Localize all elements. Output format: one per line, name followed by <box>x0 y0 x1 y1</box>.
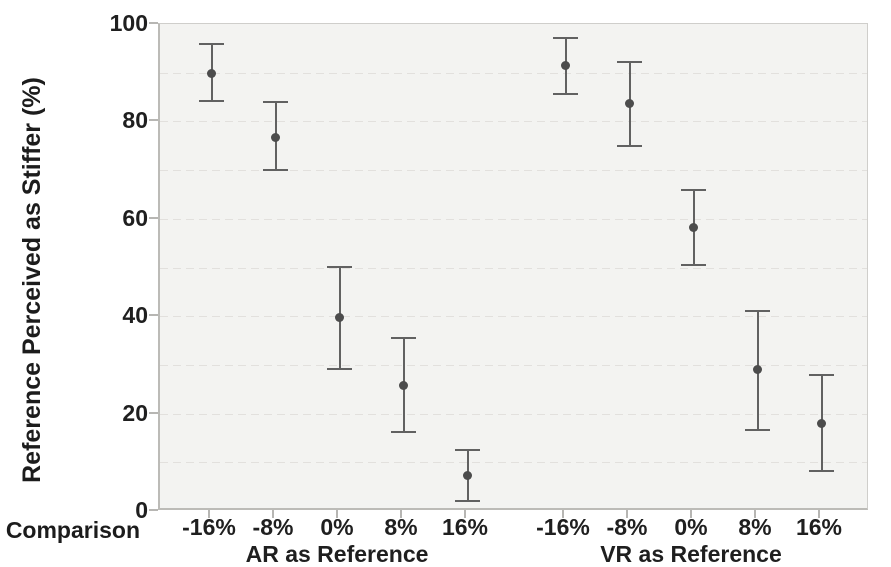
y-axis-tick-60 <box>149 217 158 219</box>
x-axis-tick-AR--8% <box>272 510 274 518</box>
mean-marker <box>399 381 408 390</box>
mean-marker <box>561 61 570 70</box>
ci-lower-cap <box>809 470 834 472</box>
errorbar-AR-8% <box>391 337 416 433</box>
gridline-70 <box>160 170 867 171</box>
x-axis-tick-AR--16% <box>208 510 210 518</box>
gridline-80 <box>160 121 867 122</box>
gridline-10 <box>160 462 867 463</box>
y-axis-tick-label-20: 20 <box>122 400 148 426</box>
x-tick-label-VR-8%: 8% <box>738 514 772 540</box>
ci-upper-cap <box>809 374 834 376</box>
x-axis-row-label: Comparison <box>5 517 140 543</box>
ci-lower-cap <box>455 500 480 502</box>
ci-lower-cap <box>199 100 224 102</box>
ci-lower-cap <box>263 169 288 171</box>
x-axis-tick-VR--16% <box>562 510 564 518</box>
x-axis-tick-VR-8% <box>754 510 756 518</box>
y-axis-tick-label-0: 0 <box>135 497 148 523</box>
x-tick-label-VR--16%: -16% <box>536 514 590 540</box>
y-axis-tick-40 <box>149 314 158 316</box>
gridline-40 <box>160 316 867 317</box>
x-axis-tick-VR--8% <box>626 510 628 518</box>
x-axis-tick-VR-0% <box>690 510 692 518</box>
mean-marker <box>463 471 472 480</box>
mean-marker <box>625 99 634 108</box>
x-axis-tick-VR-16% <box>818 510 820 518</box>
y-axis-title: Reference Perceived as Stiffer (%) <box>18 77 46 483</box>
ci-upper-cap <box>199 43 224 45</box>
ci-upper-cap <box>327 266 352 268</box>
x-axis-tick-AR-0% <box>336 510 338 518</box>
errorbar-VR--16% <box>553 37 578 95</box>
ci-lower-cap <box>553 93 578 95</box>
ci-lower-cap <box>617 145 642 147</box>
errorbar-VR-0% <box>681 189 706 266</box>
gridline-50 <box>160 268 867 269</box>
errorbar-AR-0% <box>327 266 352 370</box>
errorbar-VR--8% <box>617 61 642 147</box>
x-axis-tick-AR-8% <box>400 510 402 518</box>
ci-lower-cap <box>391 431 416 433</box>
mean-marker <box>335 313 344 322</box>
gridline-90 <box>160 73 867 74</box>
y-axis-tick-label-100: 100 <box>109 10 148 36</box>
x-tick-label-AR-0%: 0% <box>320 514 354 540</box>
ci-upper-cap <box>455 449 480 451</box>
errorbar-VR-16% <box>809 374 834 472</box>
errorbar-AR-16% <box>455 449 480 502</box>
y-axis-tick-label-80: 80 <box>122 107 148 133</box>
y-axis-tick-0 <box>149 509 158 511</box>
x-tick-label-AR--16%: -16% <box>182 514 236 540</box>
x-axis-tick-AR-16% <box>464 510 466 518</box>
ci-upper-cap <box>391 337 416 339</box>
y-axis-tick-100 <box>149 22 158 24</box>
mean-marker <box>271 133 280 142</box>
ci-upper-cap <box>681 189 706 191</box>
mean-marker <box>689 223 698 232</box>
ci-upper-cap <box>617 61 642 63</box>
x-tick-label-VR-16%: 16% <box>795 514 843 540</box>
errorbar-AR--16% <box>199 43 224 102</box>
y-axis-tick-label-60: 60 <box>122 205 148 231</box>
x-tick-label-VR-0%: 0% <box>674 514 708 540</box>
errorbar-AR--8% <box>263 101 288 171</box>
ci-upper-cap <box>745 310 770 312</box>
y-axis-tick-label-40: 40 <box>122 302 148 328</box>
x-tick-label-AR-8%: 8% <box>384 514 418 540</box>
group-label-VR: VR as Reference <box>600 541 782 567</box>
x-tick-label-VR--8%: -8% <box>606 514 648 540</box>
errorbar-VR-8% <box>745 310 770 431</box>
gridline-20 <box>160 414 867 415</box>
gridline-60 <box>160 219 867 220</box>
ci-upper-cap <box>553 37 578 39</box>
mean-marker <box>207 69 216 78</box>
x-tick-label-AR--8%: -8% <box>252 514 294 540</box>
x-tick-label-AR-16%: 16% <box>441 514 489 540</box>
ci-lower-cap <box>745 429 770 431</box>
group-label-AR: AR as Reference <box>245 541 429 567</box>
y-axis-tick-80 <box>149 119 158 121</box>
ci-lower-cap <box>327 368 352 370</box>
ci-lower-cap <box>681 264 706 266</box>
mean-marker <box>817 419 826 428</box>
mean-marker <box>753 365 762 374</box>
plot-area <box>158 23 868 510</box>
ci-upper-cap <box>263 101 288 103</box>
gridline-30 <box>160 365 867 366</box>
y-axis-tick-20 <box>149 412 158 414</box>
